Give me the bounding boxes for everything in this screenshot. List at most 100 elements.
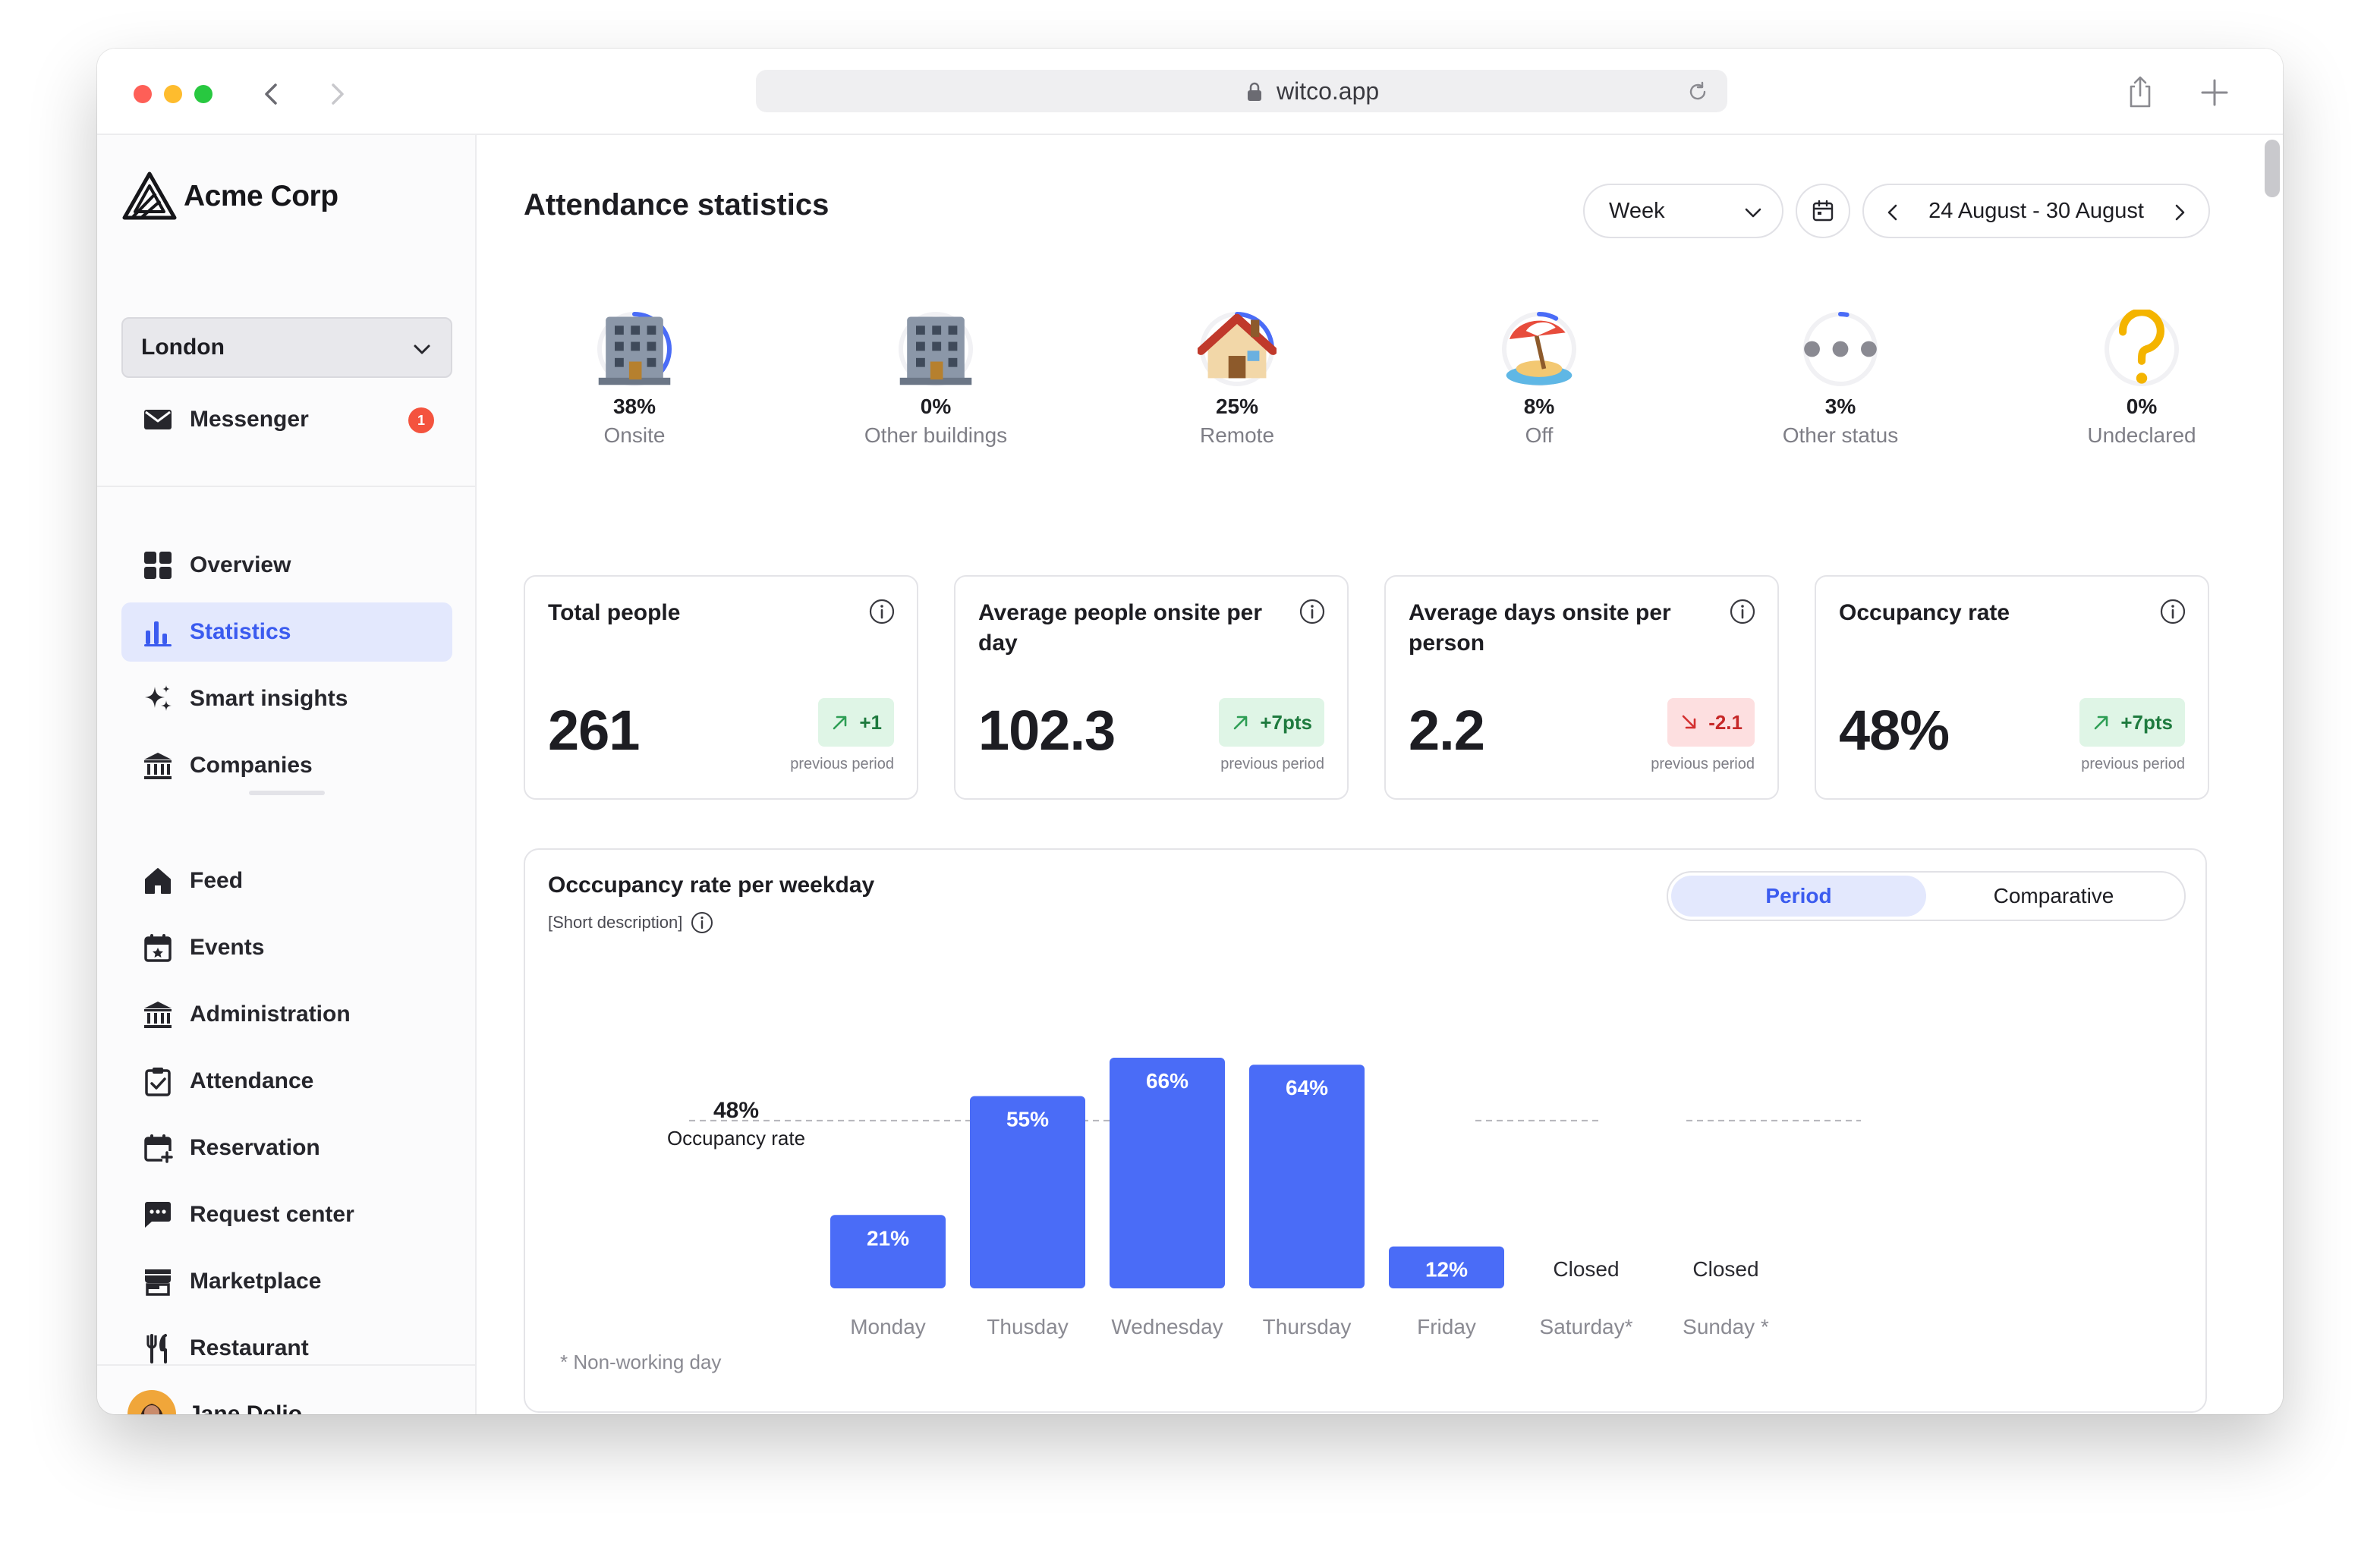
office-building-icon — [896, 310, 975, 388]
minimize-window-button[interactable] — [164, 85, 182, 103]
office-building-icon — [595, 310, 674, 388]
kpi-sub: previous period — [1651, 756, 1755, 772]
brand[interactable]: Acme Corp — [121, 170, 338, 223]
browser-window: witco.app Acme Corp London Messenger — [97, 49, 2283, 1414]
sidebar: Acme Corp London Messenger 1 Overview St — [97, 135, 477, 1414]
browser-toolbar: witco.app — [97, 49, 2283, 135]
status-undeclared: 0% Undeclared — [2028, 310, 2256, 448]
sidebar-item-attendance[interactable]: Attendance — [121, 1052, 452, 1111]
sidebar-item-statistics[interactable]: Statistics — [121, 602, 452, 662]
status-label: Remote — [1199, 423, 1275, 447]
sidebar-divider — [97, 1364, 477, 1366]
chevron-left-icon[interactable] — [1882, 202, 1903, 223]
kpi-sub: previous period — [790, 756, 894, 772]
info-icon[interactable] — [690, 911, 714, 935]
grid-icon — [143, 550, 173, 580]
period-select[interactable]: Week — [1583, 184, 1783, 238]
status-pct: 0% — [920, 395, 952, 418]
sidebar-item-reservation[interactable]: Reservation — [121, 1118, 452, 1178]
scrollbar[interactable] — [2265, 140, 2280, 197]
bar-value-label: 66% — [1146, 1069, 1188, 1093]
zoom-window-button[interactable] — [194, 85, 212, 103]
date-range-picker[interactable]: 24 August - 30 August — [1862, 184, 2210, 238]
sidebar-item-restaurant[interactable]: Restaurant — [121, 1319, 452, 1378]
status-other-buildings: 0% Other buildings — [822, 310, 1050, 448]
closed-label: Closed — [1692, 1257, 1758, 1281]
new-tab-icon[interactable] — [2198, 76, 2231, 109]
info-icon[interactable] — [1729, 598, 1756, 625]
info-icon[interactable] — [1299, 598, 1326, 625]
sidebar-item-companies[interactable]: Companies — [121, 736, 452, 795]
x-tick-label: Sunday * — [1683, 1315, 1769, 1338]
section-separator — [249, 791, 325, 795]
info-icon[interactable] — [868, 598, 896, 625]
bar-value-label: 55% — [1006, 1108, 1049, 1131]
toggle-comparative[interactable]: Comparative — [1993, 884, 2114, 907]
sidebar-item-label: Statistics — [190, 619, 291, 644]
sidebar-item-request-center[interactable]: Request center — [121, 1185, 452, 1244]
calendar-star-icon — [143, 933, 173, 963]
reference-value: 48% — [713, 1098, 759, 1123]
unread-badge: 1 — [408, 407, 434, 433]
kpi-value: 48% — [1839, 699, 1950, 762]
chart-title: Occcupancy rate per weekday — [548, 873, 875, 898]
status-onsite: 38% Onsite — [521, 310, 748, 448]
location-select-value: London — [141, 335, 225, 360]
share-icon[interactable] — [2125, 74, 2155, 111]
lock-icon — [1248, 82, 1261, 101]
sparkle-icon — [143, 684, 173, 714]
bar-thursday — [1249, 1065, 1365, 1288]
trend-up-icon — [1234, 716, 1248, 730]
address-bar[interactable]: witco.app — [756, 70, 1727, 112]
beach-umbrella-icon — [1500, 310, 1579, 388]
reload-icon[interactable] — [1686, 80, 1709, 103]
forward-arrow-icon[interactable] — [314, 71, 360, 117]
x-tick-label: Thusday — [987, 1315, 1068, 1338]
kpi-delta: -2.1 — [1708, 710, 1742, 734]
info-icon[interactable] — [2159, 598, 2186, 625]
sidebar-item-label: Restaurant — [190, 1335, 309, 1360]
chevron-down-icon — [414, 344, 430, 354]
status-label: Onsite — [603, 423, 666, 447]
toggle-period[interactable]: Period — [1671, 876, 1926, 917]
sidebar-divider — [97, 486, 477, 487]
sidebar-item-administration[interactable]: Administration — [121, 985, 452, 1044]
house-icon — [1198, 310, 1277, 388]
sidebar-item-feed[interactable]: Feed — [121, 851, 452, 911]
sidebar-item-label: Reservation — [190, 1135, 320, 1160]
store-icon — [143, 1266, 173, 1297]
calendar-button[interactable] — [1796, 184, 1850, 238]
chevron-right-icon[interactable] — [2169, 202, 2190, 223]
sidebar-item-smart-insights[interactable]: Smart insights — [121, 669, 452, 728]
occupancy-chart-card: 48% Occupancy rate 21% Monday 55% Thusday 66% W… — [524, 848, 2207, 1413]
sidebar-item-overview[interactable]: Overview — [121, 536, 452, 595]
kpi-value: 261 — [548, 699, 640, 762]
kpi-title: Occupancy rate — [1839, 600, 2010, 625]
kpi-title: Average people onsite per day — [978, 600, 1263, 656]
close-window-button[interactable] — [134, 85, 152, 103]
sidebar-item-label: Request center — [190, 1202, 354, 1227]
location-select[interactable]: London — [121, 317, 452, 378]
cutlery-icon — [143, 1333, 173, 1363]
sidebar-item-label: Marketplace — [190, 1269, 322, 1294]
status-other-status: 3% Other status — [1727, 310, 1954, 448]
sidebar-item-marketplace[interactable]: Marketplace — [121, 1252, 452, 1311]
sidebar-item-events[interactable]: Events — [121, 918, 452, 977]
kpi-delta-badge: +1 — [818, 698, 894, 747]
status-pct: 3% — [1824, 395, 1856, 418]
envelope-icon — [143, 404, 173, 435]
url-text: witco.app — [1277, 77, 1380, 105]
back-arrow-icon[interactable] — [249, 71, 294, 117]
sidebar-item-label: Feed — [190, 868, 244, 893]
occupancy-bar-chart: 48% Occupancy rate 21% Monday 55% Thusday 66% W… — [667, 1058, 1861, 1338]
user-profile[interactable]: Jane Delio — [128, 1390, 302, 1414]
kpi-sub: previous period — [1220, 756, 1324, 772]
bar-chart-icon — [143, 617, 173, 647]
kpi-value: 102.3 — [978, 699, 1116, 762]
sidebar-item-messenger[interactable]: Messenger 1 — [121, 390, 452, 449]
question-mark-icon — [2102, 310, 2181, 388]
trend-up-icon — [833, 716, 847, 730]
status-label: Other status — [1782, 423, 1899, 447]
calendar-plus-icon — [143, 1133, 173, 1163]
view-toggle: Period Comparative — [1667, 871, 2186, 921]
